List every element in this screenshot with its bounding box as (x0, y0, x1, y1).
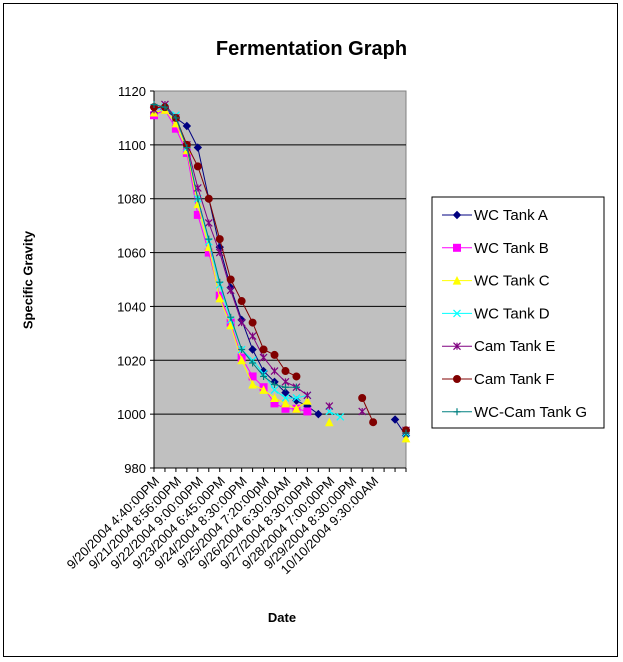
data-point-wc-tank-d (281, 394, 290, 402)
data-point-wc-cam-tank-g (292, 383, 300, 391)
legend-marker-wc-tank-d (453, 309, 461, 318)
legend-box (431, 196, 605, 429)
data-point-wc-tank-a (281, 388, 290, 397)
data-point-wc-cam-tank-g (271, 381, 279, 389)
y-tick-label: 1000 (117, 407, 146, 422)
data-point-cam-tank-e (358, 407, 367, 416)
data-point-wc-cam-tank-g (260, 372, 268, 380)
data-point-wc-tank-c (303, 396, 312, 405)
data-point-cam-tank-e (237, 318, 246, 327)
data-point-cam-tank-e (215, 248, 224, 257)
data-point-cam-tank-f (270, 350, 279, 359)
data-point-wc-cam-tank-g (249, 359, 257, 367)
data-point-cam-tank-e (226, 286, 235, 295)
data-point-wc-tank-d (336, 412, 345, 421)
data-point-wc-tank-b (193, 210, 202, 219)
data-point-wc-tank-c (215, 293, 225, 303)
y-tick-label: 1100 (118, 138, 146, 153)
data-point-wc-tank-a (193, 143, 203, 152)
data-point-cam-tank-f (193, 162, 202, 171)
data-point-wc-cam-tank-g (194, 195, 202, 203)
data-point-wc-tank-c (324, 417, 334, 427)
legend-label-wc-tank-d: WC Tank D (474, 305, 550, 322)
legend-marker-wc-cam-tank-g (453, 408, 461, 416)
data-point-wc-cam-tank-g (216, 278, 224, 286)
data-point-cam-tank-e (259, 353, 268, 362)
legend-marker-wc-tank-a (452, 210, 462, 220)
data-point-cam-tank-e (325, 402, 334, 410)
x-axis-label: Date (267, 610, 297, 625)
y-tick-label: 1120 (118, 84, 146, 99)
legend-marker-cam-tank-e (453, 342, 461, 351)
legend-label-cam-tank-e: Cam Tank E (474, 338, 555, 355)
legend-marker-wc-tank-b (453, 243, 461, 252)
data-point-cam-tank-f (204, 194, 213, 203)
data-point-cam-tank-f (281, 367, 290, 376)
data-point-wc-tank-c (248, 379, 257, 389)
plot-area (153, 90, 407, 469)
data-point-cam-tank-f (248, 318, 257, 327)
data-point-wc-tank-c (281, 398, 290, 408)
data-point-wc-tank-a (390, 415, 400, 424)
y-axis-label: Specific Gravity (20, 230, 36, 330)
data-point-cam-tank-e (270, 367, 279, 375)
data-point-cam-tank-f (226, 275, 235, 284)
data-point-wc-cam-tank-g (238, 346, 246, 354)
data-point-wc-cam-tank-g (402, 429, 410, 437)
legend-label-cam-tank-f: Cam Tank F (474, 371, 555, 388)
data-point-cam-tank-e (204, 219, 213, 227)
data-point-cam-tank-e (248, 332, 257, 340)
data-point-wc-cam-tank-g (227, 313, 235, 321)
legend-label-wc-cam-tank-g: WC-Cam Tank G (474, 404, 587, 421)
y-tick-label: 1060 (117, 246, 146, 261)
y-tick-label: 1040 (117, 299, 146, 314)
data-point-cam-tank-f (369, 418, 378, 427)
data-point-wc-tank-c (270, 393, 279, 402)
data-point-wc-tank-a (248, 345, 257, 354)
legend-label-wc-tank-b: WC Tank B (474, 240, 549, 257)
data-point-wc-tank-c (401, 433, 411, 443)
data-point-wc-cam-tank-g (172, 114, 180, 122)
chart-title: Fermentation Graph (215, 38, 408, 60)
legend-label-wc-tank-c: WC Tank C (474, 273, 550, 290)
data-point-wc-cam-tank-g (150, 100, 158, 108)
data-point-wc-tank-c (292, 404, 301, 413)
data-point-cam-tank-f (215, 235, 224, 244)
data-point-wc-tank-a (314, 409, 323, 419)
data-point-cam-tank-f (259, 345, 268, 354)
legend-marker-cam-tank-f (453, 375, 461, 383)
data-point-wc-cam-tank-g (183, 144, 191, 152)
data-point-wc-tank-c (226, 320, 236, 330)
data-point-wc-tank-c (237, 355, 246, 365)
legend-label-wc-tank-a: WC Tank A (474, 207, 548, 224)
data-point-wc-tank-d (292, 394, 301, 402)
data-point-wc-cam-tank-g (161, 103, 169, 111)
data-point-cam-tank-f (237, 297, 246, 306)
y-tick-label: 1020 (117, 353, 146, 368)
y-tick-label: 980 (124, 461, 146, 476)
data-point-cam-tank-f (358, 393, 367, 402)
data-point-wc-tank-d (270, 385, 279, 394)
data-point-wc-tank-b (303, 407, 312, 416)
data-point-wc-tank-c (259, 385, 268, 394)
data-point-cam-tank-e (193, 184, 202, 192)
data-point-wc-cam-tank-g (205, 235, 213, 243)
legend-marker-wc-tank-c (452, 275, 462, 285)
data-point-wc-tank-a (182, 121, 192, 131)
data-point-cam-tank-f (292, 372, 301, 381)
data-point-cam-tank-e (303, 391, 312, 400)
y-tick-label: 1080 (117, 192, 146, 207)
data-point-wc-cam-tank-g (281, 383, 289, 391)
